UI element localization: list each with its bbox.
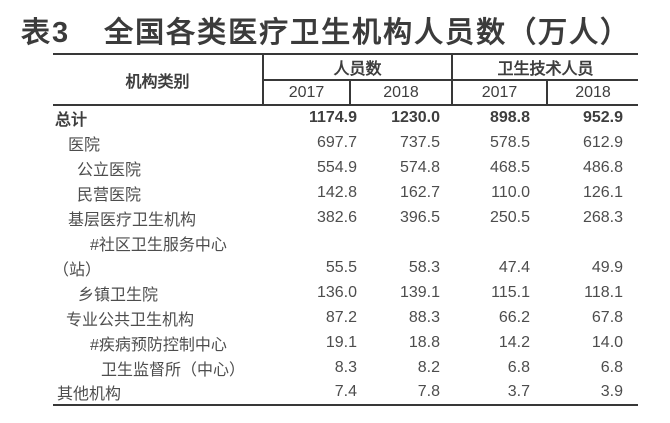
row-value: 8.2 — [417, 358, 441, 376]
row-value: 142.8 — [316, 183, 357, 201]
table-row: 卫生监督所（中心） 8.3 8.2 6.8 6.8 — [53, 355, 638, 380]
row-value: 486.8 — [582, 158, 624, 176]
row-label: 民营医院 — [77, 186, 142, 204]
row-value: 14.2 — [498, 333, 531, 351]
table-row: #社区卫生服务中心 — [53, 230, 638, 255]
column-group-staff-count: 人员数 — [263, 53, 454, 81]
row-value: 14.0 — [591, 333, 624, 351]
row-value: 6.8 — [600, 358, 624, 376]
health-personnel-table: 机构类别 人员数 卫生技术人员 2017 2018 2017 2018 总计 11… — [53, 53, 639, 406]
row-value: 115.1 — [491, 283, 531, 301]
table-row: #疾病预防控制中心 19.1 18.8 14.2 14.0 — [53, 330, 638, 355]
row-value: 139.1 — [399, 283, 441, 301]
row-value: 47.4 — [498, 258, 531, 276]
column-header-staff-2017: 2017 — [263, 80, 351, 106]
row-value: 49.9 — [591, 258, 624, 276]
row-value: 952.9 — [582, 109, 624, 126]
column-header-staff-2018: 2018 — [350, 80, 454, 106]
column-header-tech-2018: 2018 — [547, 80, 639, 106]
table-row: 总计 1174.9 1230.0 898.8 952.9 — [53, 105, 638, 130]
table-header: 机构类别 人员数 卫生技术人员 2017 2018 2017 2018 — [53, 53, 639, 106]
row-value: 118.1 — [584, 283, 624, 301]
row-label: 乡镇卫生院 — [78, 286, 159, 304]
row-value — [547, 230, 638, 255]
row-label: 总计 — [55, 112, 88, 129]
row-value: 268.3 — [582, 208, 624, 226]
row-value: 382.6 — [316, 208, 357, 226]
table-number: 表3 — [21, 17, 71, 49]
row-value: 737.5 — [399, 133, 441, 151]
table-row: 民营医院 142.8 162.7 110.0 126.1 — [53, 180, 638, 205]
row-value: 612.9 — [582, 133, 624, 151]
row-value: 162.7 — [399, 183, 441, 201]
row-value: 898.8 — [489, 109, 531, 126]
row-label: 卫生监督所（中心） — [101, 361, 246, 379]
row-value: 87.2 — [325, 308, 357, 326]
row-value: 578.5 — [489, 133, 531, 151]
row-label: 医院 — [68, 136, 101, 154]
row-value: 250.5 — [489, 208, 531, 226]
row-value — [270, 230, 357, 255]
row-label: 基层医疗卫生机构 — [68, 211, 197, 229]
table-row: 其他机构 7.4 7.8 3.7 3.9 — [53, 380, 639, 406]
row-value: 8.3 — [334, 358, 357, 376]
table-row: 乡镇卫生院 136.0 139.1 115.1 118.1 — [53, 280, 638, 305]
row-label: （站） — [53, 261, 102, 279]
header-year-row: 2017 2018 2017 2018 — [53, 80, 639, 106]
row-value: 67.8 — [591, 308, 624, 326]
column-header-category: 机构类别 — [53, 53, 264, 106]
row-value: 3.7 — [452, 380, 548, 406]
row-value: 1174.9 — [308, 109, 357, 126]
table-row: 基层医疗卫生机构 382.6 396.5 250.5 268.3 — [53, 205, 638, 230]
row-label: 专业公共卫生机构 — [66, 311, 195, 329]
table-body: 总计 1174.9 1230.0 898.8 952.9 医院 697.7 737.5 578.… — [53, 105, 639, 406]
row-value: 697.7 — [316, 133, 357, 151]
row-value — [350, 230, 452, 255]
row-label: #疾病预防控制中心 — [90, 336, 227, 354]
row-value: 136.0 — [316, 283, 357, 301]
row-value: 126.1 — [582, 183, 624, 201]
row-value: 19.1 — [325, 333, 357, 351]
row-label: #社区卫生服务中心 — [90, 236, 227, 254]
header-group-row: 机构类别 人员数 卫生技术人员 — [53, 53, 639, 106]
row-label: 公立医院 — [77, 161, 142, 179]
row-value: 18.8 — [408, 333, 441, 351]
table-row: 医院 697.7 737.5 578.5 612.9 — [53, 130, 638, 155]
table-row: （站） 55.5 58.3 47.4 49.9 — [53, 255, 638, 280]
row-value: 396.5 — [399, 208, 441, 226]
row-value: 468.5 — [489, 158, 531, 176]
column-header-tech-2017: 2017 — [452, 80, 549, 106]
row-value: 58.3 — [408, 258, 441, 276]
row-value: 7.4 — [270, 380, 357, 406]
row-value: 7.8 — [350, 380, 453, 406]
row-value: 574.8 — [399, 158, 441, 176]
row-value: 1230.0 — [391, 109, 441, 126]
row-label: 其他机构 — [53, 380, 263, 406]
row-value: 110.0 — [491, 183, 531, 201]
row-value: 66.2 — [498, 308, 531, 326]
row-value: 55.5 — [325, 258, 357, 276]
row-value: 6.8 — [507, 358, 531, 376]
row-value: 554.9 — [316, 158, 357, 176]
table-row: 公立医院 554.9 574.8 468.5 486.8 — [53, 155, 638, 180]
table-title: 表3 全国各类医疗卫生机构人员数（万人） — [21, 9, 631, 51]
column-group-health-technical: 卫生技术人员 — [452, 53, 639, 81]
row-value: 88.3 — [408, 308, 441, 326]
row-value — [452, 230, 547, 255]
row-value: 3.9 — [547, 380, 639, 406]
table-title-text: 全国各类医疗卫生机构人员数（万人） — [104, 17, 632, 49]
table-row: 专业公共卫生机构 87.2 88.3 66.2 67.8 — [53, 305, 638, 330]
